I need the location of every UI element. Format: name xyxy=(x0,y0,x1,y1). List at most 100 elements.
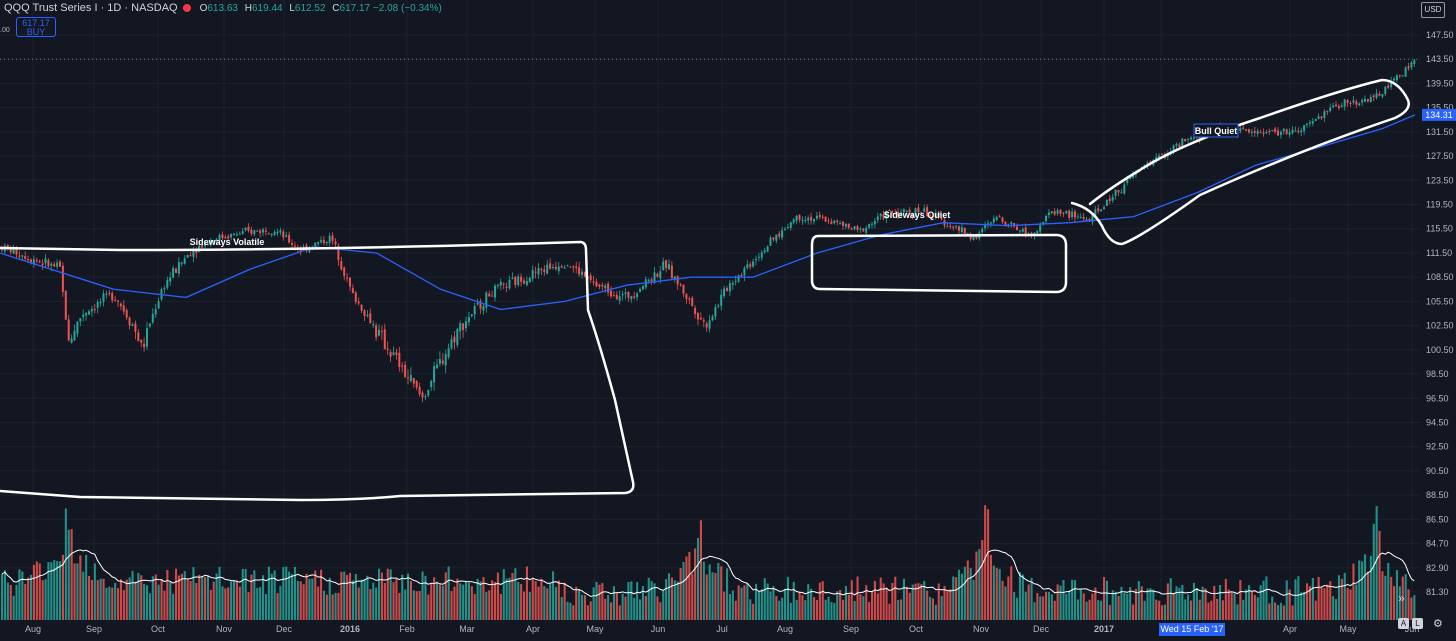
candle-body xyxy=(807,217,810,221)
candle-body xyxy=(1239,128,1242,132)
candle-body xyxy=(1001,217,1004,222)
volume-bar xyxy=(1300,592,1303,620)
volume-bar xyxy=(981,540,984,620)
currency-selector[interactable]: USD xyxy=(1421,2,1445,18)
time-tick-label: 2016 xyxy=(340,624,360,634)
candle-body xyxy=(386,348,389,351)
volume-bar xyxy=(70,529,73,620)
candle-body xyxy=(195,250,198,253)
candle-body xyxy=(462,323,465,331)
volume-bar xyxy=(119,579,122,620)
volume-bar xyxy=(1126,593,1129,620)
price-tick-label: 139.50 xyxy=(1426,78,1454,88)
volume-bar xyxy=(1335,599,1338,620)
candle-body xyxy=(575,266,578,268)
candle-body xyxy=(691,297,694,306)
volume-bar xyxy=(946,591,949,620)
volume-bar xyxy=(656,596,659,620)
candle-body xyxy=(1071,211,1074,218)
buy-button[interactable]: 617.17 BUY xyxy=(16,17,56,37)
candle-body xyxy=(1308,122,1311,124)
volume-bar xyxy=(949,589,952,620)
candle-body xyxy=(885,211,888,219)
volume-bar xyxy=(1161,605,1164,620)
candle-body xyxy=(1056,210,1059,214)
volume-bar xyxy=(157,584,160,620)
volume-bar xyxy=(1053,600,1056,620)
volume-bar xyxy=(792,581,795,620)
candle-body xyxy=(1085,219,1088,221)
volume-bar xyxy=(320,569,323,620)
volume-bar xyxy=(984,505,987,620)
red-dot-icon xyxy=(182,4,191,12)
candle-body xyxy=(1094,209,1097,216)
volume-bar xyxy=(598,584,601,620)
candle-body xyxy=(389,352,392,357)
candle-body xyxy=(908,209,911,213)
volume-bar xyxy=(1343,572,1346,620)
candle-body xyxy=(531,270,534,279)
volume-bar xyxy=(1227,589,1230,620)
candle-body xyxy=(1181,138,1184,147)
volume-bar xyxy=(784,588,787,620)
candle-body xyxy=(163,287,166,289)
volume-bar xyxy=(989,554,992,620)
candle-body xyxy=(1120,192,1123,194)
volume-bar xyxy=(201,576,204,620)
volume-bar xyxy=(56,561,59,620)
gear-icon[interactable]: ⚙ xyxy=(1433,618,1443,630)
candle-body xyxy=(966,233,969,235)
candle-body xyxy=(1088,218,1091,221)
candle-body xyxy=(650,279,653,282)
candle-body xyxy=(276,231,279,234)
volume-bar xyxy=(163,590,166,620)
volume-bar xyxy=(349,572,352,620)
volume-bar xyxy=(958,569,961,620)
candle-body xyxy=(175,268,177,273)
candle-body xyxy=(1053,211,1056,215)
volume-bar xyxy=(328,577,331,620)
candle-body xyxy=(1390,80,1393,88)
volume-bar xyxy=(30,574,33,620)
symbol-title[interactable]: QQQ Trust Series I · 1D · NASDAQ xyxy=(4,2,178,14)
volume-bar xyxy=(697,537,700,620)
candle-body xyxy=(688,298,691,300)
volume-bar xyxy=(789,602,792,620)
volume-bar xyxy=(511,573,514,620)
candle-body xyxy=(1065,210,1068,214)
last-price-box xyxy=(1422,108,1456,121)
volume-bar xyxy=(972,579,975,620)
candle-body xyxy=(259,230,262,234)
candle-body xyxy=(702,320,705,322)
volume-bar xyxy=(711,572,714,620)
candle-body xyxy=(813,218,815,222)
log-scale-button[interactable]: L xyxy=(1412,618,1423,629)
volume-bar xyxy=(346,574,349,620)
volume-bar xyxy=(299,581,302,620)
volume-bar xyxy=(1387,563,1390,620)
volume-bar xyxy=(520,583,523,620)
annotation-sideways-quiet: Sideways Quiet xyxy=(884,210,951,220)
volume-bar xyxy=(830,602,833,620)
candle-body xyxy=(563,267,566,269)
candle-body xyxy=(125,310,128,318)
volume-bar xyxy=(607,595,610,620)
candle-body xyxy=(357,301,360,304)
volume-bar xyxy=(1320,587,1323,620)
volume-bar xyxy=(1111,590,1114,620)
volume-bar xyxy=(578,588,581,620)
volume-bar xyxy=(456,578,459,620)
volume-bar xyxy=(650,581,653,620)
volume-bar xyxy=(418,590,421,620)
double-chevron-icon[interactable]: » xyxy=(1398,591,1405,605)
candle-body xyxy=(247,226,250,231)
auto-scale-button[interactable]: A xyxy=(1398,618,1409,629)
candle-body xyxy=(1410,62,1413,68)
volume-bar xyxy=(934,604,937,620)
candle-body xyxy=(1387,85,1390,88)
price-tick-label: 111.50 xyxy=(1426,248,1452,258)
candle-body xyxy=(1404,67,1407,77)
candle-body xyxy=(1250,131,1253,133)
